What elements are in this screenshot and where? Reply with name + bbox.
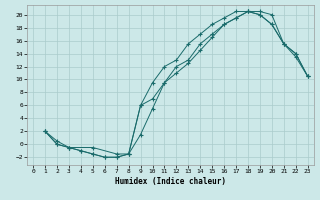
X-axis label: Humidex (Indice chaleur): Humidex (Indice chaleur) <box>115 177 226 186</box>
